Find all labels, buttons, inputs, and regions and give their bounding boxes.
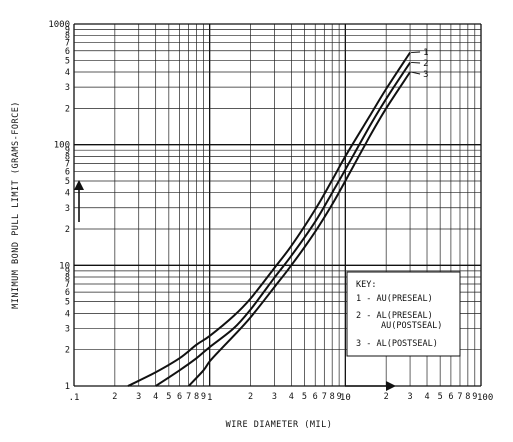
key-entry-1: 1 - AU(PRESEAL) [356, 294, 433, 304]
x-minor-tick-label: 3 [408, 392, 413, 402]
tick-label-layer: 2 3 4 5 6 7 8 9 2 3 4 5 6 7 8 9 2 3 4 5 6 7 8 9.1 1 10 10023456789… [48, 20, 493, 403]
y-axis-label: MINIMUM BOND PULL LIMIT (GRAMS-FORCE) [11, 101, 21, 309]
y-minor-tick-label: 4 [65, 68, 70, 78]
y-minor-tick-label: 6 [65, 47, 70, 57]
y-minor-tick-label: 8 [65, 32, 70, 42]
key-legend: KEY: 1 - AU(PRESEAL) 2 - AL(PRESEAL) AU(… [346, 271, 461, 357]
x-arrow-head [386, 381, 396, 391]
x-minor-tick-label: 7 [186, 392, 191, 402]
x-minor-tick-label: 3 [136, 392, 141, 402]
y-minor-tick-label: 3 [65, 324, 70, 334]
curve-layer [127, 51, 411, 387]
x-minor-tick-label: 6 [177, 392, 182, 402]
y-minor-tick-label: 9 [65, 146, 70, 156]
arrow-annotations [74, 180, 396, 391]
y-arrow-head [74, 180, 84, 190]
y-minor-tick-label: 8 [65, 152, 70, 162]
x-minor-tick-label: 4 [424, 392, 429, 402]
x-minor-tick-label: 7 [322, 392, 327, 402]
x-major-tick-label: 100 [477, 393, 493, 403]
x-minor-tick-label: 8 [194, 392, 199, 402]
x-minor-tick-label: 6 [448, 392, 453, 402]
series-leader-3 [410, 71, 421, 75]
series-curve-1 [127, 51, 411, 387]
x-minor-tick-label: 4 [289, 392, 294, 402]
y-minor-tick-label: 9 [65, 267, 70, 277]
y-minor-tick-label: 5 [65, 298, 70, 308]
y-minor-tick-label: 2 [65, 225, 70, 235]
y-minor-tick-label: 5 [65, 56, 70, 66]
series-label-1: 1 [423, 48, 428, 58]
series-leader-1 [411, 51, 421, 53]
x-minor-tick-label: 9 [201, 392, 206, 402]
x-minor-tick-label: 5 [302, 392, 307, 402]
y-minor-tick-label: 8 [65, 273, 70, 283]
y-minor-tick-label: 3 [65, 204, 70, 214]
x-minor-tick-label: 9 [337, 392, 342, 402]
x-minor-tick-label: 5 [438, 392, 443, 402]
x-minor-tick-label: 8 [330, 392, 335, 402]
series-leader-2 [411, 62, 421, 64]
x-major-tick-label: 10 [340, 393, 351, 403]
y-minor-tick-label: 7 [65, 39, 70, 49]
series-label-3: 3 [423, 70, 428, 80]
x-minor-tick-label: 5 [166, 392, 171, 402]
y-major-tick-label: 1 [65, 382, 70, 392]
x-minor-tick-label: 8 [465, 392, 470, 402]
series-curve-3 [187, 71, 411, 387]
x-axis-label: WIRE DIAMETER (MIL) [226, 420, 333, 430]
y-major-tick-label: 1000 [48, 20, 70, 30]
series-curve-2 [155, 61, 411, 387]
x-minor-tick-label: 3 [272, 392, 277, 402]
key-entry-2-line-1: 2 - AL(PRESEAL) [356, 311, 433, 321]
key-background [346, 271, 461, 357]
y-minor-tick-label: 4 [65, 189, 70, 199]
key-entry-3: 3 - AL(POSTSEAL) [356, 339, 438, 349]
x-major-tick-label: .1 [69, 393, 80, 403]
y-minor-tick-label: 3 [65, 83, 70, 93]
x-minor-tick-label: 2 [248, 392, 253, 402]
x-minor-tick-label: 2 [112, 392, 117, 402]
x-minor-tick-label: 6 [313, 392, 318, 402]
y-minor-tick-label: 4 [65, 309, 70, 319]
y-major-tick-label: 10 [59, 261, 70, 271]
key-entry-2-line-2: AU(POSTSEAL) [381, 321, 442, 331]
x-minor-tick-label: 2 [384, 392, 389, 402]
x-major-tick-label: 1 [207, 393, 212, 403]
y-minor-tick-label: 6 [65, 288, 70, 298]
x-minor-tick-label: 4 [153, 392, 158, 402]
x-minor-tick-label: 7 [457, 392, 462, 402]
y-minor-tick-label: 2 [65, 346, 70, 356]
y-minor-tick-label: 7 [65, 280, 70, 290]
y-minor-tick-label: 5 [65, 177, 70, 187]
series-label-2: 2 [423, 59, 428, 69]
series-label-layer: 123 [410, 48, 428, 80]
y-minor-tick-label: 9 [65, 26, 70, 36]
y-major-tick-label: 100 [54, 141, 70, 151]
y-minor-tick-label: 6 [65, 167, 70, 177]
key-title: KEY: [356, 280, 376, 290]
x-minor-tick-label: 9 [472, 392, 477, 402]
y-minor-tick-label: 7 [65, 159, 70, 169]
y-minor-tick-label: 2 [65, 104, 70, 114]
